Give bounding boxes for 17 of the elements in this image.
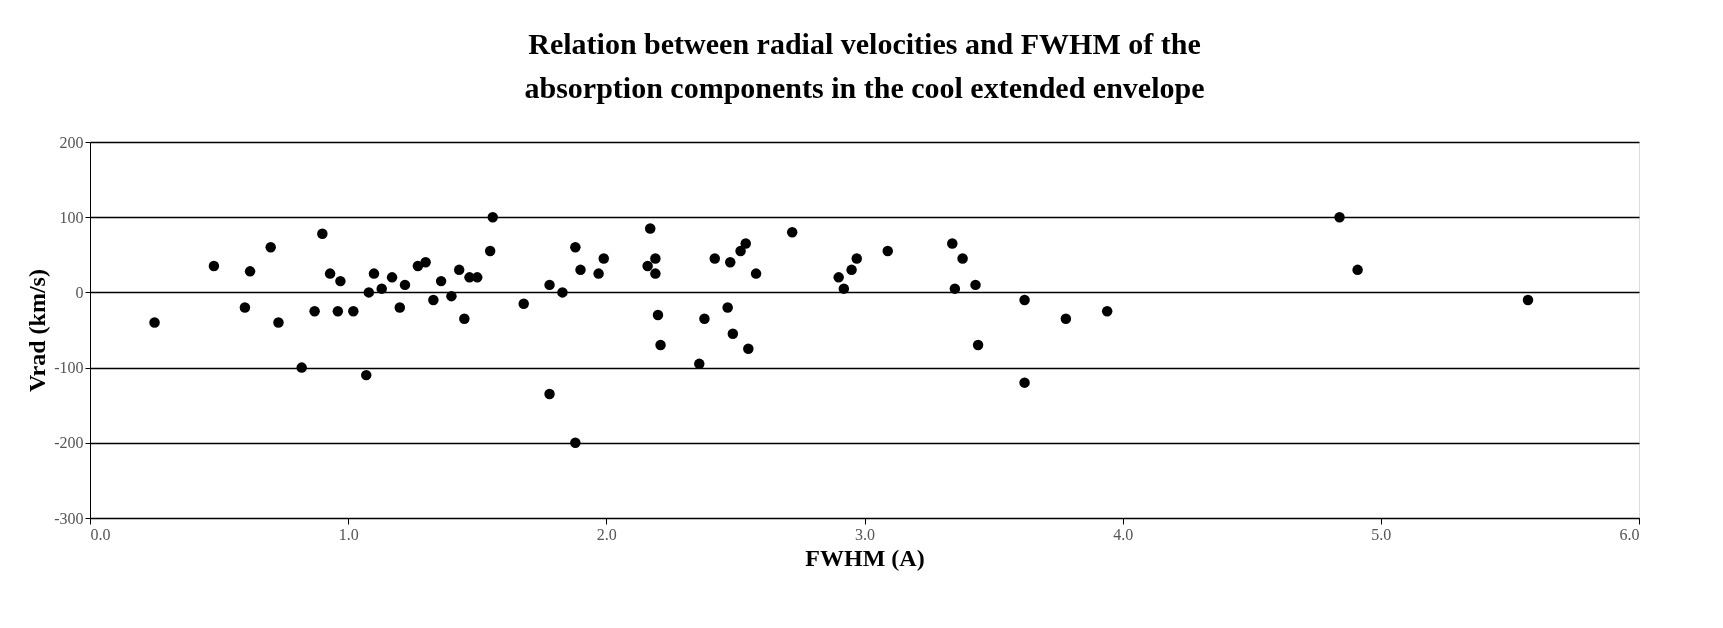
y-tick-label: -100: [54, 359, 84, 377]
x-tick-label: 1.0: [338, 525, 359, 543]
y-tick-label: -200: [54, 434, 84, 452]
x-tick-label: 6.0: [1619, 525, 1640, 543]
x-tick-label: 0.0: [90, 525, 111, 543]
x-tick-label: 3.0: [855, 525, 875, 543]
x-tick-label: 2.0: [596, 525, 617, 543]
y-axis-title: Vrad (km/s): [24, 269, 51, 392]
text: Relation between radial velocities and FWHM of the: [528, 27, 1201, 60]
x-tick-label: 4.0: [1113, 525, 1134, 543]
y-tick-label: 0: [75, 283, 84, 301]
text: absorption components in the cool extended envelope: [524, 71, 1205, 104]
x-tick-label: 5.0: [1371, 525, 1392, 543]
y-tick-label: -300: [54, 509, 84, 527]
y-tick-label: 100: [59, 208, 84, 226]
x-axis-title: FWHM (A): [805, 544, 925, 571]
y-tick-label: 200: [59, 133, 84, 151]
